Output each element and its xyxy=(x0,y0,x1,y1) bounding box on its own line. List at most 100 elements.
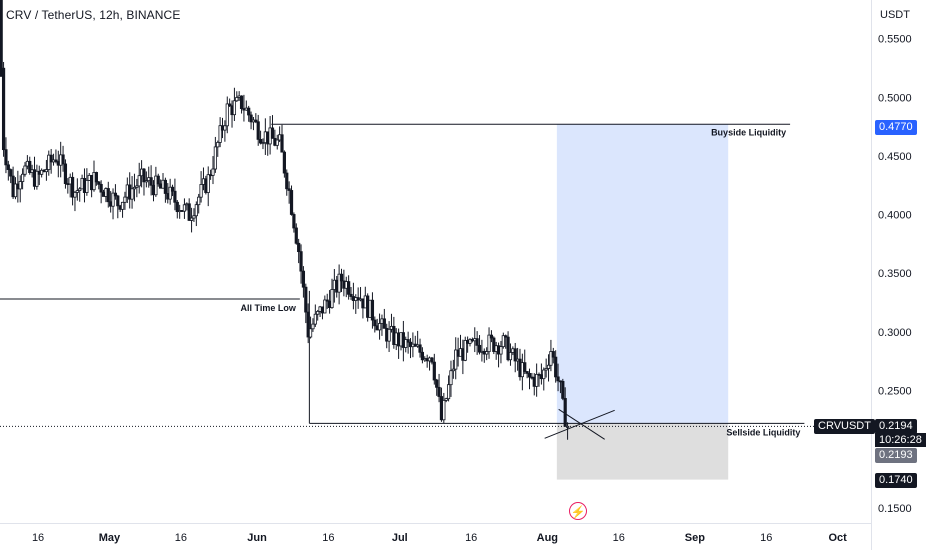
candle-body xyxy=(451,368,455,372)
candle-body xyxy=(347,281,351,295)
candle-body xyxy=(111,192,115,207)
candle-body xyxy=(501,335,505,348)
candle-body xyxy=(430,357,434,363)
candle-body xyxy=(113,192,118,197)
candle-body xyxy=(446,384,451,400)
candle-body xyxy=(339,273,344,282)
candle-body xyxy=(132,186,137,190)
candle-body xyxy=(435,379,439,388)
candle-body xyxy=(337,273,341,293)
candle-body xyxy=(44,169,49,173)
lightning-icon[interactable]: ⚡ xyxy=(569,502,587,520)
candle-body xyxy=(349,293,353,297)
candle-body xyxy=(211,168,215,176)
candle-body xyxy=(218,125,222,143)
cross-mark-line xyxy=(558,408,605,440)
cross-mark-line xyxy=(544,409,615,439)
candle-body xyxy=(301,270,306,288)
candle-body xyxy=(235,97,239,102)
candle-body xyxy=(294,227,298,244)
candle-body xyxy=(156,175,160,185)
candle-body xyxy=(106,188,110,203)
secondary-price-tag: 0.2193 xyxy=(875,448,917,463)
y-tick-label: 0.1500 xyxy=(878,503,912,515)
candle-body xyxy=(565,425,570,428)
candle-body xyxy=(49,154,53,163)
x-tick-label: 16 xyxy=(322,532,334,544)
candle-body xyxy=(468,339,472,344)
candle-body xyxy=(4,149,8,166)
target-zone xyxy=(556,124,729,424)
candle-body xyxy=(225,103,229,127)
x-tick-label: 16 xyxy=(760,532,772,544)
candle-body xyxy=(206,174,210,193)
target-price-tag: 0.4770 xyxy=(875,120,917,135)
candle-body xyxy=(142,168,146,183)
candle-body xyxy=(216,142,220,148)
candle-body xyxy=(149,177,153,186)
candle-body xyxy=(1,67,6,151)
y-tick-label: 0.5000 xyxy=(878,92,912,104)
stop-price-tag: 0.1740 xyxy=(875,473,917,488)
candle-body xyxy=(213,146,217,170)
candle-body xyxy=(23,165,27,175)
currency-label[interactable]: USDT xyxy=(880,9,910,21)
candle-body xyxy=(554,356,558,378)
candle-body xyxy=(487,334,491,353)
candle-body xyxy=(6,164,10,170)
y-tick-label: 0.4500 xyxy=(878,151,912,163)
candle-body xyxy=(239,95,244,110)
x-tick-label: Oct xyxy=(829,532,848,544)
candle-body xyxy=(97,181,101,185)
candle-body xyxy=(54,159,58,162)
x-tick-label: May xyxy=(99,532,121,544)
candle-body xyxy=(325,299,329,302)
candle-body xyxy=(144,180,148,183)
candle-body xyxy=(232,100,237,116)
candle-body xyxy=(199,184,203,198)
candle-body xyxy=(28,160,32,173)
candle-body xyxy=(306,311,310,338)
candle-body xyxy=(449,370,453,386)
candle-body xyxy=(330,289,334,309)
candle-body xyxy=(282,151,286,174)
candle-body xyxy=(130,188,134,200)
candle-body xyxy=(9,169,13,177)
candle-body xyxy=(299,251,303,272)
symbol-tag: CRVUSDT xyxy=(814,419,875,434)
candle-body xyxy=(420,351,425,361)
candle-body xyxy=(194,204,198,217)
level-label: All Time Low xyxy=(241,303,297,313)
candle-body xyxy=(270,127,275,139)
candle-body xyxy=(258,138,263,144)
candle-body xyxy=(506,336,510,361)
current-price-tag: 0.2194 xyxy=(875,419,917,434)
candle-body xyxy=(561,380,565,399)
candle-body xyxy=(418,344,422,353)
candle-body xyxy=(63,163,68,184)
candle-body xyxy=(116,195,120,207)
candle-body xyxy=(463,340,467,361)
candle-body xyxy=(254,119,258,123)
candle-body xyxy=(249,114,253,123)
candle-body xyxy=(297,242,301,253)
candle-body xyxy=(197,196,201,206)
candle-body xyxy=(21,173,25,182)
candle-body xyxy=(18,181,22,190)
candle-body xyxy=(437,386,441,397)
candle-body xyxy=(61,154,65,165)
candle-body xyxy=(123,196,127,203)
candle-body xyxy=(40,169,44,175)
candle-body xyxy=(308,328,313,338)
candle-body xyxy=(78,188,82,191)
level-label: Buyside Liquidity xyxy=(711,127,786,137)
candle-body xyxy=(432,361,436,381)
candle-body xyxy=(135,185,139,188)
price-axis-divider xyxy=(871,0,872,550)
candle-body xyxy=(382,318,386,329)
y-tick-label: 0.5500 xyxy=(878,34,912,46)
candle-body xyxy=(556,376,560,382)
candle-body xyxy=(70,176,75,198)
x-tick-label: Jun xyxy=(247,532,267,544)
